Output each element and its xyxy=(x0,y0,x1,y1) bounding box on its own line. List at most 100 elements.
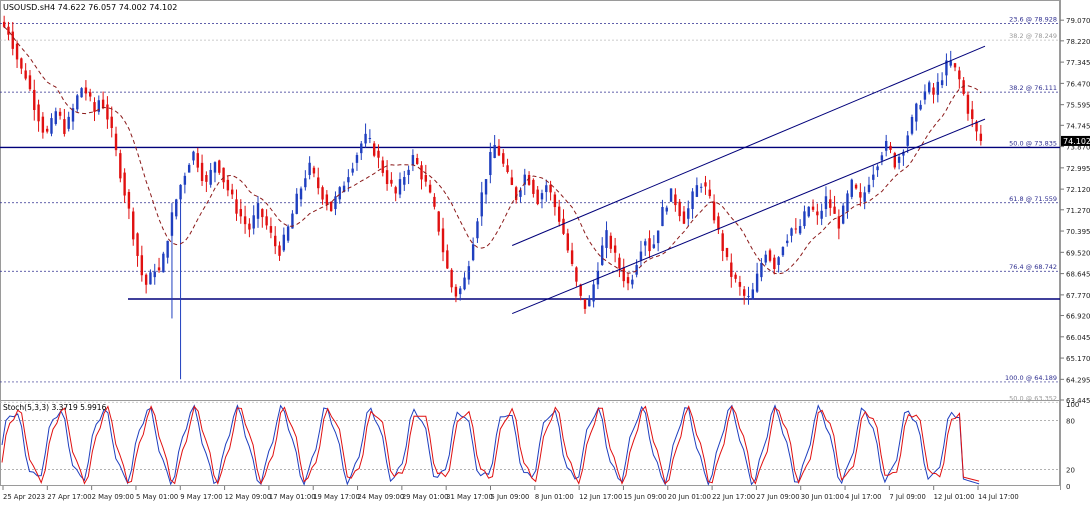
candle-body xyxy=(329,201,333,212)
stoch-tick-label: 0 xyxy=(1066,483,1070,491)
candle-body xyxy=(884,140,888,151)
candle-body xyxy=(734,274,737,279)
candle-body xyxy=(902,151,905,156)
candle-body xyxy=(962,80,965,94)
candle-body xyxy=(803,211,806,227)
channel-upper-line xyxy=(512,45,986,246)
candle-body xyxy=(540,193,544,200)
price-tick-label: 67.770 xyxy=(1066,292,1090,300)
price-tick-label: 68.645 xyxy=(1066,271,1090,279)
candle-body xyxy=(41,116,45,133)
candle-body xyxy=(626,277,630,284)
trend-channel xyxy=(512,45,986,315)
time-tick-label: 12 May 09:00 xyxy=(225,493,272,501)
candle-body xyxy=(794,228,798,230)
candle-body xyxy=(695,185,699,197)
candles xyxy=(2,15,983,380)
candle-body xyxy=(807,206,810,217)
candle-body xyxy=(648,238,651,252)
candle-body xyxy=(928,82,931,93)
price-tick-label: 72.120 xyxy=(1066,186,1090,194)
candle-body xyxy=(308,162,311,176)
candle-body xyxy=(437,211,440,232)
candle-body xyxy=(286,226,290,241)
candle-body xyxy=(889,145,892,150)
fib-level-label: 50.0 @ 73.835 xyxy=(1009,139,1057,147)
candle-body xyxy=(773,257,776,270)
candle-body xyxy=(829,199,832,208)
candle-body xyxy=(200,162,204,181)
moving-average-line xyxy=(3,26,982,275)
price-tick-label: 64.295 xyxy=(1066,376,1090,384)
candle-body xyxy=(89,92,92,97)
candle-body xyxy=(355,155,359,163)
candle-body xyxy=(385,170,389,185)
candle-body xyxy=(15,43,19,60)
candle-body xyxy=(304,178,307,188)
candle-body xyxy=(566,233,569,251)
fib-level-label: 50.0 @ 63.352 xyxy=(1009,394,1057,402)
candle-body xyxy=(837,216,841,229)
candle-body xyxy=(919,104,922,110)
candle-body xyxy=(936,81,940,95)
candle-body xyxy=(854,184,858,189)
candle-body xyxy=(114,133,118,151)
price-axis: 79.070 78.220 77.345 76.470 75.595 74.745 73.8… xyxy=(1060,17,1090,405)
candle-body xyxy=(910,116,914,134)
candle-body xyxy=(532,179,535,194)
time-axis: 25 Apr 2023 27 Apr 17:00 2 May 09:00 5 May … xyxy=(2,486,1019,501)
channel-lower-line xyxy=(512,118,986,315)
candle-body xyxy=(592,284,595,302)
candle-body xyxy=(510,177,514,185)
candle-body xyxy=(863,192,866,202)
candle-body xyxy=(652,244,656,248)
candle-body xyxy=(33,89,36,110)
time-tick-label: 31 May 17:00 xyxy=(446,493,493,501)
price-tick-label: 66.920 xyxy=(1066,313,1090,321)
fib-level-label: 38.2 @ 78.249 xyxy=(1009,32,1057,40)
price-tick-label: 63.445 xyxy=(1066,397,1090,405)
price-tick-label: 77.345 xyxy=(1066,59,1090,67)
candle-body xyxy=(562,218,565,234)
candle-body xyxy=(7,26,10,35)
candle-body xyxy=(321,187,324,200)
candle-body xyxy=(639,251,643,261)
candle-body xyxy=(523,174,526,185)
candle-body xyxy=(493,145,496,159)
candle-body xyxy=(441,228,445,253)
candle-body xyxy=(252,215,255,229)
candle-body xyxy=(579,284,582,296)
time-tick-label: 5 Jun 09:00 xyxy=(491,493,530,501)
time-tick-label: 19 May 17:00 xyxy=(313,493,360,501)
candle-body xyxy=(949,61,952,66)
candle-body xyxy=(764,254,767,263)
candle-body xyxy=(846,193,849,212)
candle-body xyxy=(506,165,509,172)
candle-body xyxy=(945,60,948,76)
candle-body xyxy=(738,281,742,287)
candle-body xyxy=(351,168,354,173)
candle-body xyxy=(717,216,720,230)
candle-body xyxy=(106,104,109,120)
candle-body xyxy=(24,70,27,79)
candle-body xyxy=(786,240,789,244)
candle-body xyxy=(123,172,126,196)
candle-body xyxy=(218,160,221,173)
candle-body xyxy=(958,70,961,80)
candle-body xyxy=(682,211,686,224)
stoch-panel xyxy=(0,404,1060,486)
candle-body xyxy=(97,100,101,112)
candle-body xyxy=(476,221,479,239)
candle-body xyxy=(454,286,458,297)
candle-body xyxy=(497,145,501,156)
candle-body xyxy=(730,262,733,277)
candle-body xyxy=(549,184,552,193)
candle-body xyxy=(480,192,483,217)
candle-body xyxy=(334,196,337,210)
current-price-tag: 74.102 xyxy=(1061,135,1090,146)
candle-body xyxy=(459,288,462,295)
candle-body xyxy=(712,201,716,221)
candle-body xyxy=(230,189,234,195)
price-tick-label: 66.045 xyxy=(1066,334,1090,342)
